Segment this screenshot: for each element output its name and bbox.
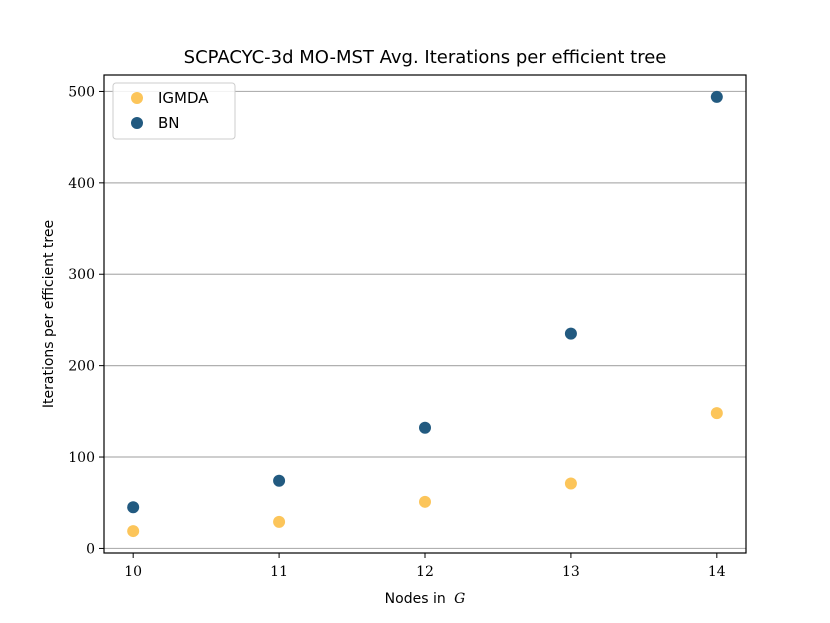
x-tick-label: 13 (562, 564, 580, 580)
y-tick-label: 300 (68, 267, 95, 283)
y-tick-label: 500 (68, 84, 95, 100)
axis-ticks: 0 100 200 300 400 500 10 11 12 13 14 (68, 84, 726, 580)
y-tick-label: 200 (68, 359, 95, 375)
x-axis-label-text: Nodes in (385, 591, 446, 607)
legend-marker-bn (131, 117, 143, 129)
plot-area-frame (103, 74, 747, 554)
y-tick-label: 0 (86, 541, 95, 557)
data-point-bn (419, 421, 431, 434)
grid-lines (104, 90, 746, 550)
legend-label-igmda: IGMDA (158, 89, 209, 107)
x-tick-label: 10 (124, 564, 142, 580)
x-tick-label: 14 (708, 564, 726, 580)
data-point-bn (127, 501, 140, 514)
y-axis-label: Iterations per efficient tree (41, 220, 57, 408)
x-axis-label: Nodes in G (385, 591, 466, 607)
legend-marker-igmda (131, 92, 143, 104)
data-point-igmda (710, 407, 723, 420)
data-points (127, 90, 723, 538)
data-point-igmda (564, 477, 577, 490)
y-tick-label: 400 (68, 176, 95, 192)
y-tick-label: 100 (68, 450, 95, 466)
legend-box (112, 82, 236, 140)
x-tick-label: 12 (416, 564, 434, 580)
x-tick-label: 11 (270, 564, 288, 580)
legend: IGMDA BN (112, 82, 236, 140)
data-point-bn (273, 474, 286, 487)
legend-label-bn: BN (158, 114, 180, 132)
data-point-igmda (419, 495, 431, 508)
legend-entries: IGMDA BN (131, 89, 209, 132)
chart-title: SCPACYC-3d MO-MST Avg. Iterations per ef… (184, 47, 667, 68)
x-axis-label-variable: G (454, 591, 465, 607)
data-point-bn (710, 90, 723, 103)
data-point-igmda (127, 525, 140, 538)
data-point-bn (564, 327, 577, 340)
data-point-igmda (273, 515, 286, 528)
